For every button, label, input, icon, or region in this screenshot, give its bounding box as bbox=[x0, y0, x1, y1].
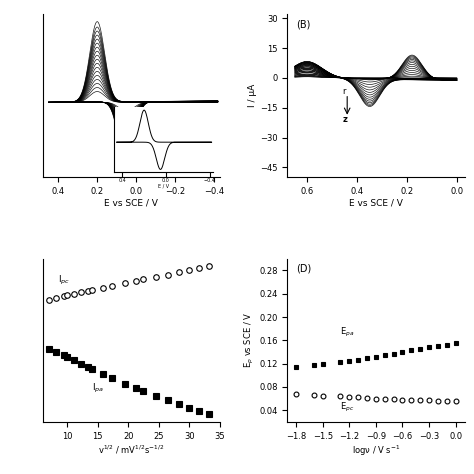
X-axis label: E vs SCE / V: E vs SCE / V bbox=[104, 199, 158, 208]
X-axis label: v$^{1/2}$ / mV$^{1/2}$s$^{-1/2}$: v$^{1/2}$ / mV$^{1/2}$s$^{-1/2}$ bbox=[98, 443, 164, 456]
Text: I$_{pa}$: I$_{pa}$ bbox=[91, 382, 104, 395]
X-axis label: logν / V s$^{-1}$: logν / V s$^{-1}$ bbox=[352, 443, 400, 458]
Text: (D): (D) bbox=[296, 264, 311, 273]
X-axis label: E vs SCE / V: E vs SCE / V bbox=[349, 199, 403, 208]
Text: E$_{pc}$: E$_{pc}$ bbox=[340, 401, 355, 413]
Text: E$_{pa}$: E$_{pa}$ bbox=[340, 326, 355, 339]
Y-axis label: E$_p$ vs SCE / V: E$_p$ vs SCE / V bbox=[243, 312, 256, 368]
Text: z: z bbox=[342, 115, 347, 124]
Text: (B): (B) bbox=[296, 19, 310, 29]
Text: I$_{pc}$: I$_{pc}$ bbox=[58, 274, 70, 287]
Text: r: r bbox=[342, 87, 346, 96]
Y-axis label: I / μA: I / μA bbox=[248, 84, 257, 108]
